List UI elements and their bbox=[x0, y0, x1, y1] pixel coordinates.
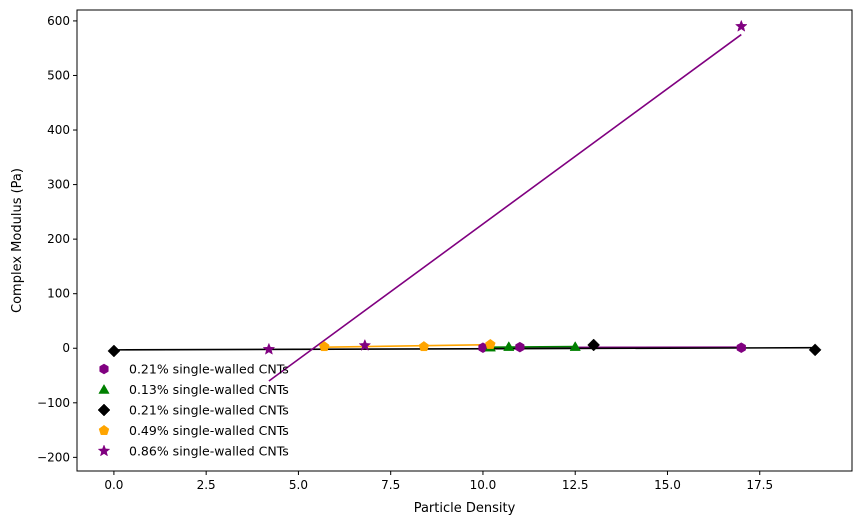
data-point-hexagon-0 bbox=[737, 343, 746, 353]
y-tick-label: 100 bbox=[47, 287, 70, 301]
x-axis-label: Particle Density bbox=[414, 501, 516, 516]
y-axis-label: Complex Modulus (Pa) bbox=[10, 168, 25, 313]
x-tick-label: 2.5 bbox=[197, 478, 216, 492]
y-tick-label: 200 bbox=[47, 232, 70, 246]
x-axis-ticks: 0.0 2.5 5.0 7.5 10.0 12.5 15.0 17.5 bbox=[104, 471, 773, 492]
y-tick-label: 400 bbox=[47, 123, 70, 137]
fit-line-0-13-single-walled-cnts-1 bbox=[490, 347, 575, 348]
legend-marker-triangle-icon bbox=[99, 385, 109, 394]
x-tick-label: 5.0 bbox=[289, 478, 308, 492]
legend-label: 0.13% single-walled CNTs bbox=[129, 382, 289, 397]
x-tick-label: 7.5 bbox=[381, 478, 400, 492]
legend-label: 0.21% single-walled CNTs bbox=[129, 362, 289, 377]
data-point-diamond-2 bbox=[809, 344, 821, 356]
y-tick-label: 0 bbox=[62, 341, 70, 355]
x-tick-label: 12.5 bbox=[562, 478, 589, 492]
data-point-star-4 bbox=[736, 20, 747, 31]
legend-entry-4: 0.86% single-walled CNTs bbox=[98, 444, 289, 459]
legend-entry-0: 0.21% single-walled CNTs bbox=[100, 362, 289, 377]
fit-line-0-86-single-walled-cnts-4 bbox=[269, 35, 741, 381]
legend: 0.21% single-walled CNTs 0.13% single-wal… bbox=[98, 362, 289, 459]
data-point-pentagon-3 bbox=[485, 339, 495, 348]
legend-label: 0.49% single-walled CNTs bbox=[129, 423, 289, 438]
legend-label: 0.86% single-walled CNTs bbox=[129, 444, 289, 459]
legend-entry-1: 0.13% single-walled CNTs bbox=[99, 382, 289, 397]
legend-marker-star-icon bbox=[98, 445, 109, 456]
legend-marker-diamond-icon bbox=[98, 404, 110, 416]
y-tick-label: −200 bbox=[37, 450, 70, 464]
legend-entry-3: 0.49% single-walled CNTs bbox=[99, 423, 289, 438]
fit-line-0-49-single-walled-cnts-3 bbox=[324, 345, 490, 347]
y-axis-ticks: −200 −100 0 100 200 300 400 500 600 bbox=[37, 14, 77, 464]
legend-marker-pentagon-icon bbox=[99, 425, 109, 434]
y-tick-label: −100 bbox=[37, 396, 70, 410]
data-point-star-4 bbox=[263, 343, 274, 354]
y-tick-label: 500 bbox=[47, 68, 70, 82]
data-point-pentagon-3 bbox=[419, 341, 429, 350]
legend-marker-hexagon-icon bbox=[100, 364, 109, 374]
fit-lines bbox=[114, 35, 815, 381]
x-tick-label: 17.5 bbox=[746, 478, 773, 492]
data-point-diamond-2 bbox=[108, 345, 120, 357]
data-point-hexagon-0 bbox=[516, 342, 525, 352]
data-point-triangle-1 bbox=[504, 342, 514, 351]
x-tick-label: 15.0 bbox=[654, 478, 681, 492]
fit-line-0-21-single-walled-cnts-2 bbox=[114, 348, 815, 350]
data-points bbox=[108, 20, 821, 357]
legend-label: 0.21% single-walled CNTs bbox=[129, 403, 289, 418]
x-tick-label: 10.0 bbox=[470, 478, 497, 492]
y-tick-label: 600 bbox=[47, 14, 70, 28]
x-tick-label: 0.0 bbox=[104, 478, 123, 492]
legend-entry-2: 0.21% single-walled CNTs bbox=[98, 403, 289, 418]
y-tick-label: 300 bbox=[47, 178, 70, 192]
